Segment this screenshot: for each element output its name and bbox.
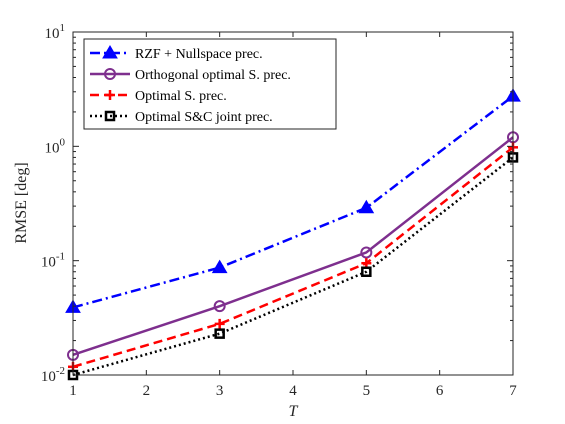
triangle-marker — [358, 199, 375, 214]
triangle-marker — [102, 45, 118, 59]
y-tick-label: 10-2 — [41, 365, 65, 385]
triangle-marker — [211, 259, 228, 274]
legend-entry: RZF + Nullspace prec. — [90, 45, 263, 62]
x-tick-label: 3 — [216, 383, 224, 399]
square-marker — [214, 328, 225, 339]
y-tick-label: 10-1 — [41, 251, 65, 271]
circle-marker — [104, 68, 116, 80]
x-tick-label: 4 — [289, 383, 297, 399]
x-axis-label: T — [289, 403, 299, 420]
x-tick-label: 6 — [436, 383, 444, 399]
legend-label: RZF + Nullspace prec. — [135, 47, 263, 62]
series-plus — [68, 142, 518, 372]
series-line — [72, 156, 514, 377]
circle-marker — [213, 300, 226, 313]
legend-label: Optimal S&C joint prec. — [135, 110, 273, 125]
x-tick-label: 2 — [143, 383, 151, 399]
legend-entry: Orthogonal optimal S. prec. — [90, 68, 291, 83]
x-tick-label: 5 — [363, 383, 371, 399]
legend-label: Optimal S. prec. — [135, 89, 227, 104]
legend-entry: Optimal S&C joint prec. — [90, 110, 273, 125]
x-tick-label: 7 — [509, 383, 517, 399]
series-line — [72, 136, 514, 357]
series-layer — [65, 88, 521, 381]
y-tick-label: 100 — [45, 136, 66, 156]
legend-label: Orthogonal optimal S. prec. — [135, 68, 291, 83]
legend-entry: Optimal S. prec. — [90, 89, 227, 104]
series-line — [72, 95, 514, 309]
plus-marker — [214, 318, 225, 329]
circle-marker — [360, 246, 373, 259]
series-line — [72, 146, 514, 368]
series-circle — [67, 131, 519, 361]
y-tick-label: 101 — [45, 22, 66, 42]
legend: RZF + Nullspace prec. Orthogonal optimal … — [83, 38, 337, 130]
square-marker — [104, 110, 116, 122]
plus-marker — [105, 90, 115, 100]
y-axis-label: RMSE [deg] — [13, 162, 30, 243]
x-tick-label: 1 — [69, 383, 77, 399]
square-marker — [361, 266, 372, 277]
